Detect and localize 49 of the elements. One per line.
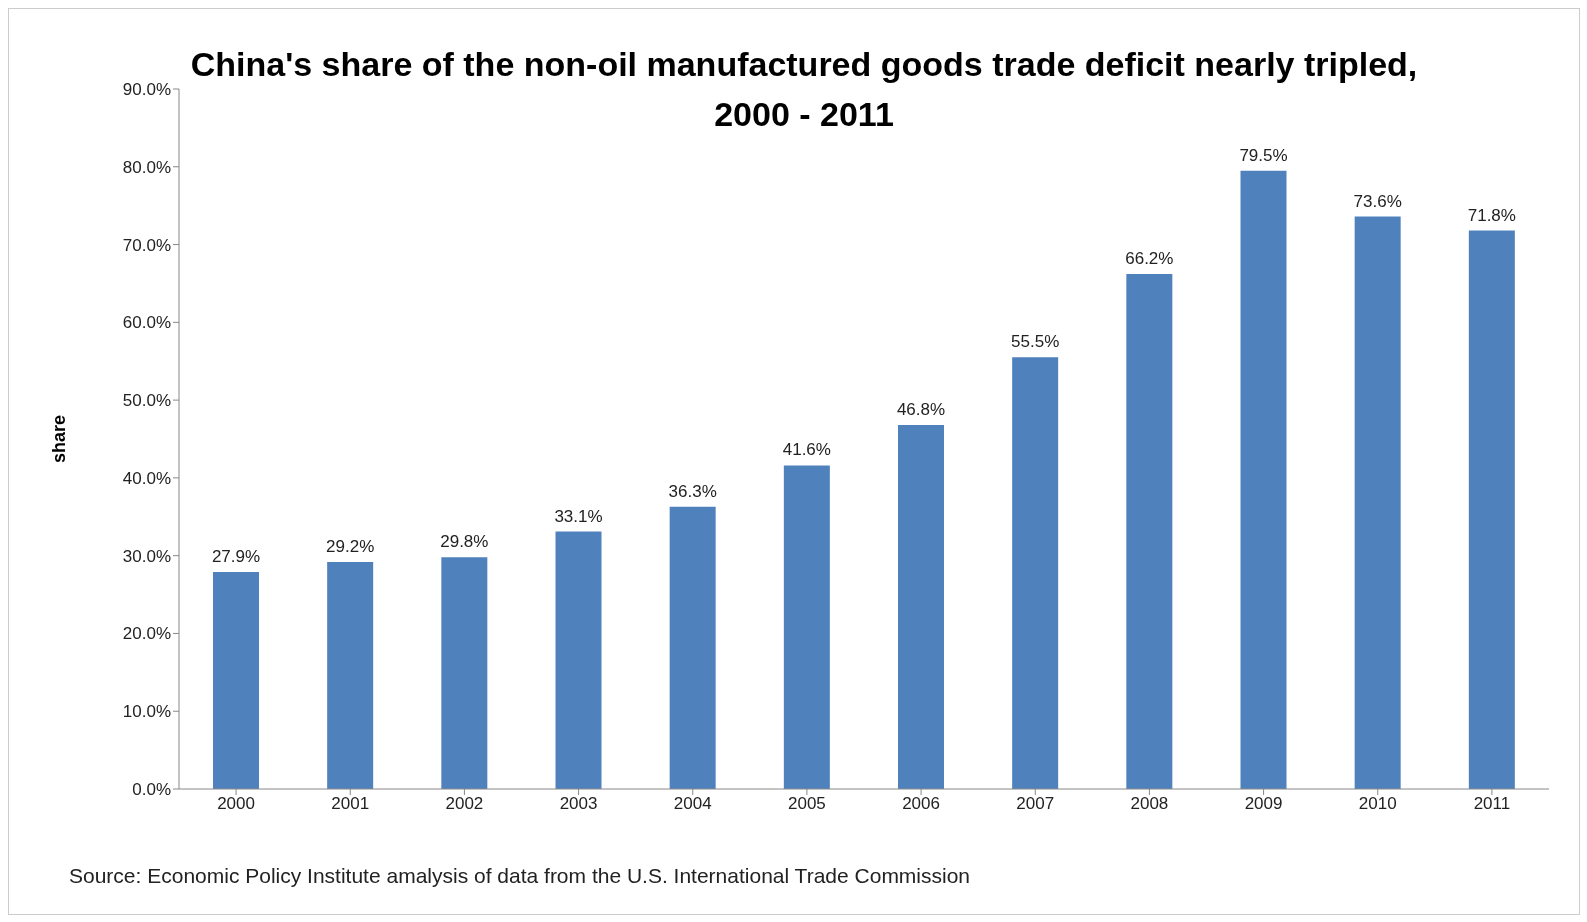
data-label: 46.8%: [896, 400, 946, 419]
y-tick-label: 10.0%: [122, 702, 171, 722]
bar: [1126, 274, 1173, 789]
x-tick-label: 2006: [902, 794, 940, 814]
x-tick-label: 2000: [217, 794, 255, 814]
data-label: 73.6%: [1353, 191, 1402, 211]
bar: [1240, 170, 1287, 789]
bar: [441, 557, 488, 789]
y-tick-label: 50.0%: [122, 391, 171, 411]
data-label: 71.8%: [1467, 205, 1516, 225]
bar: [1468, 230, 1515, 789]
data-label: 29.8%: [440, 532, 489, 552]
y-tick-label: 60.0%: [122, 313, 171, 333]
data-label: 41.6%: [782, 440, 831, 460]
y-tick-label: 20.0%: [122, 624, 171, 644]
data-label: 33.1%: [554, 506, 603, 526]
bar: [1354, 216, 1401, 789]
x-tick-label: 2011: [1473, 794, 1511, 814]
x-tick-label: 2001: [331, 794, 370, 814]
data-label: 36.3%: [668, 481, 717, 501]
bar: [898, 425, 944, 789]
bar: [1012, 357, 1059, 789]
data-label: 29.2%: [326, 536, 375, 556]
data-label: 79.5%: [1239, 145, 1288, 165]
x-tick-label: 2007: [1016, 794, 1055, 814]
bar: [555, 531, 602, 789]
data-label: 66.2%: [1125, 249, 1174, 269]
bar: [669, 506, 716, 789]
x-tick-label: 2002: [445, 794, 484, 814]
y-tick-label: 40.0%: [122, 468, 171, 488]
y-tick-label: 80.0%: [122, 157, 171, 177]
bar: [213, 572, 259, 789]
bar: [783, 465, 830, 789]
data-label: 55.5%: [1011, 332, 1060, 352]
x-tick-label: 2008: [1130, 794, 1169, 814]
data-label: 27.9%: [211, 547, 261, 566]
x-tick-label: 2010: [1358, 794, 1397, 814]
x-tick-label: 2003: [559, 794, 598, 814]
y-tick-label: 90.0%: [122, 80, 171, 100]
y-tick-label: 30.0%: [122, 546, 171, 566]
bar: [327, 561, 374, 789]
x-tick-label: 2009: [1244, 794, 1283, 814]
x-tick-label: 2004: [673, 794, 712, 814]
source-note: Source: Economic Policy Institute amalysis of data from the U.S. International Trade Commission: [69, 864, 971, 888]
x-tick-label: 2005: [788, 794, 826, 814]
chart-title: China's share of the non-oil manufactured goods trade deficit nearly tripled, 2000 - 2011: [189, 44, 1419, 135]
y-tick-label: 70.0%: [122, 235, 171, 255]
y-axis-title: share: [49, 414, 70, 464]
y-tick-label: 0.0%: [132, 780, 171, 800]
